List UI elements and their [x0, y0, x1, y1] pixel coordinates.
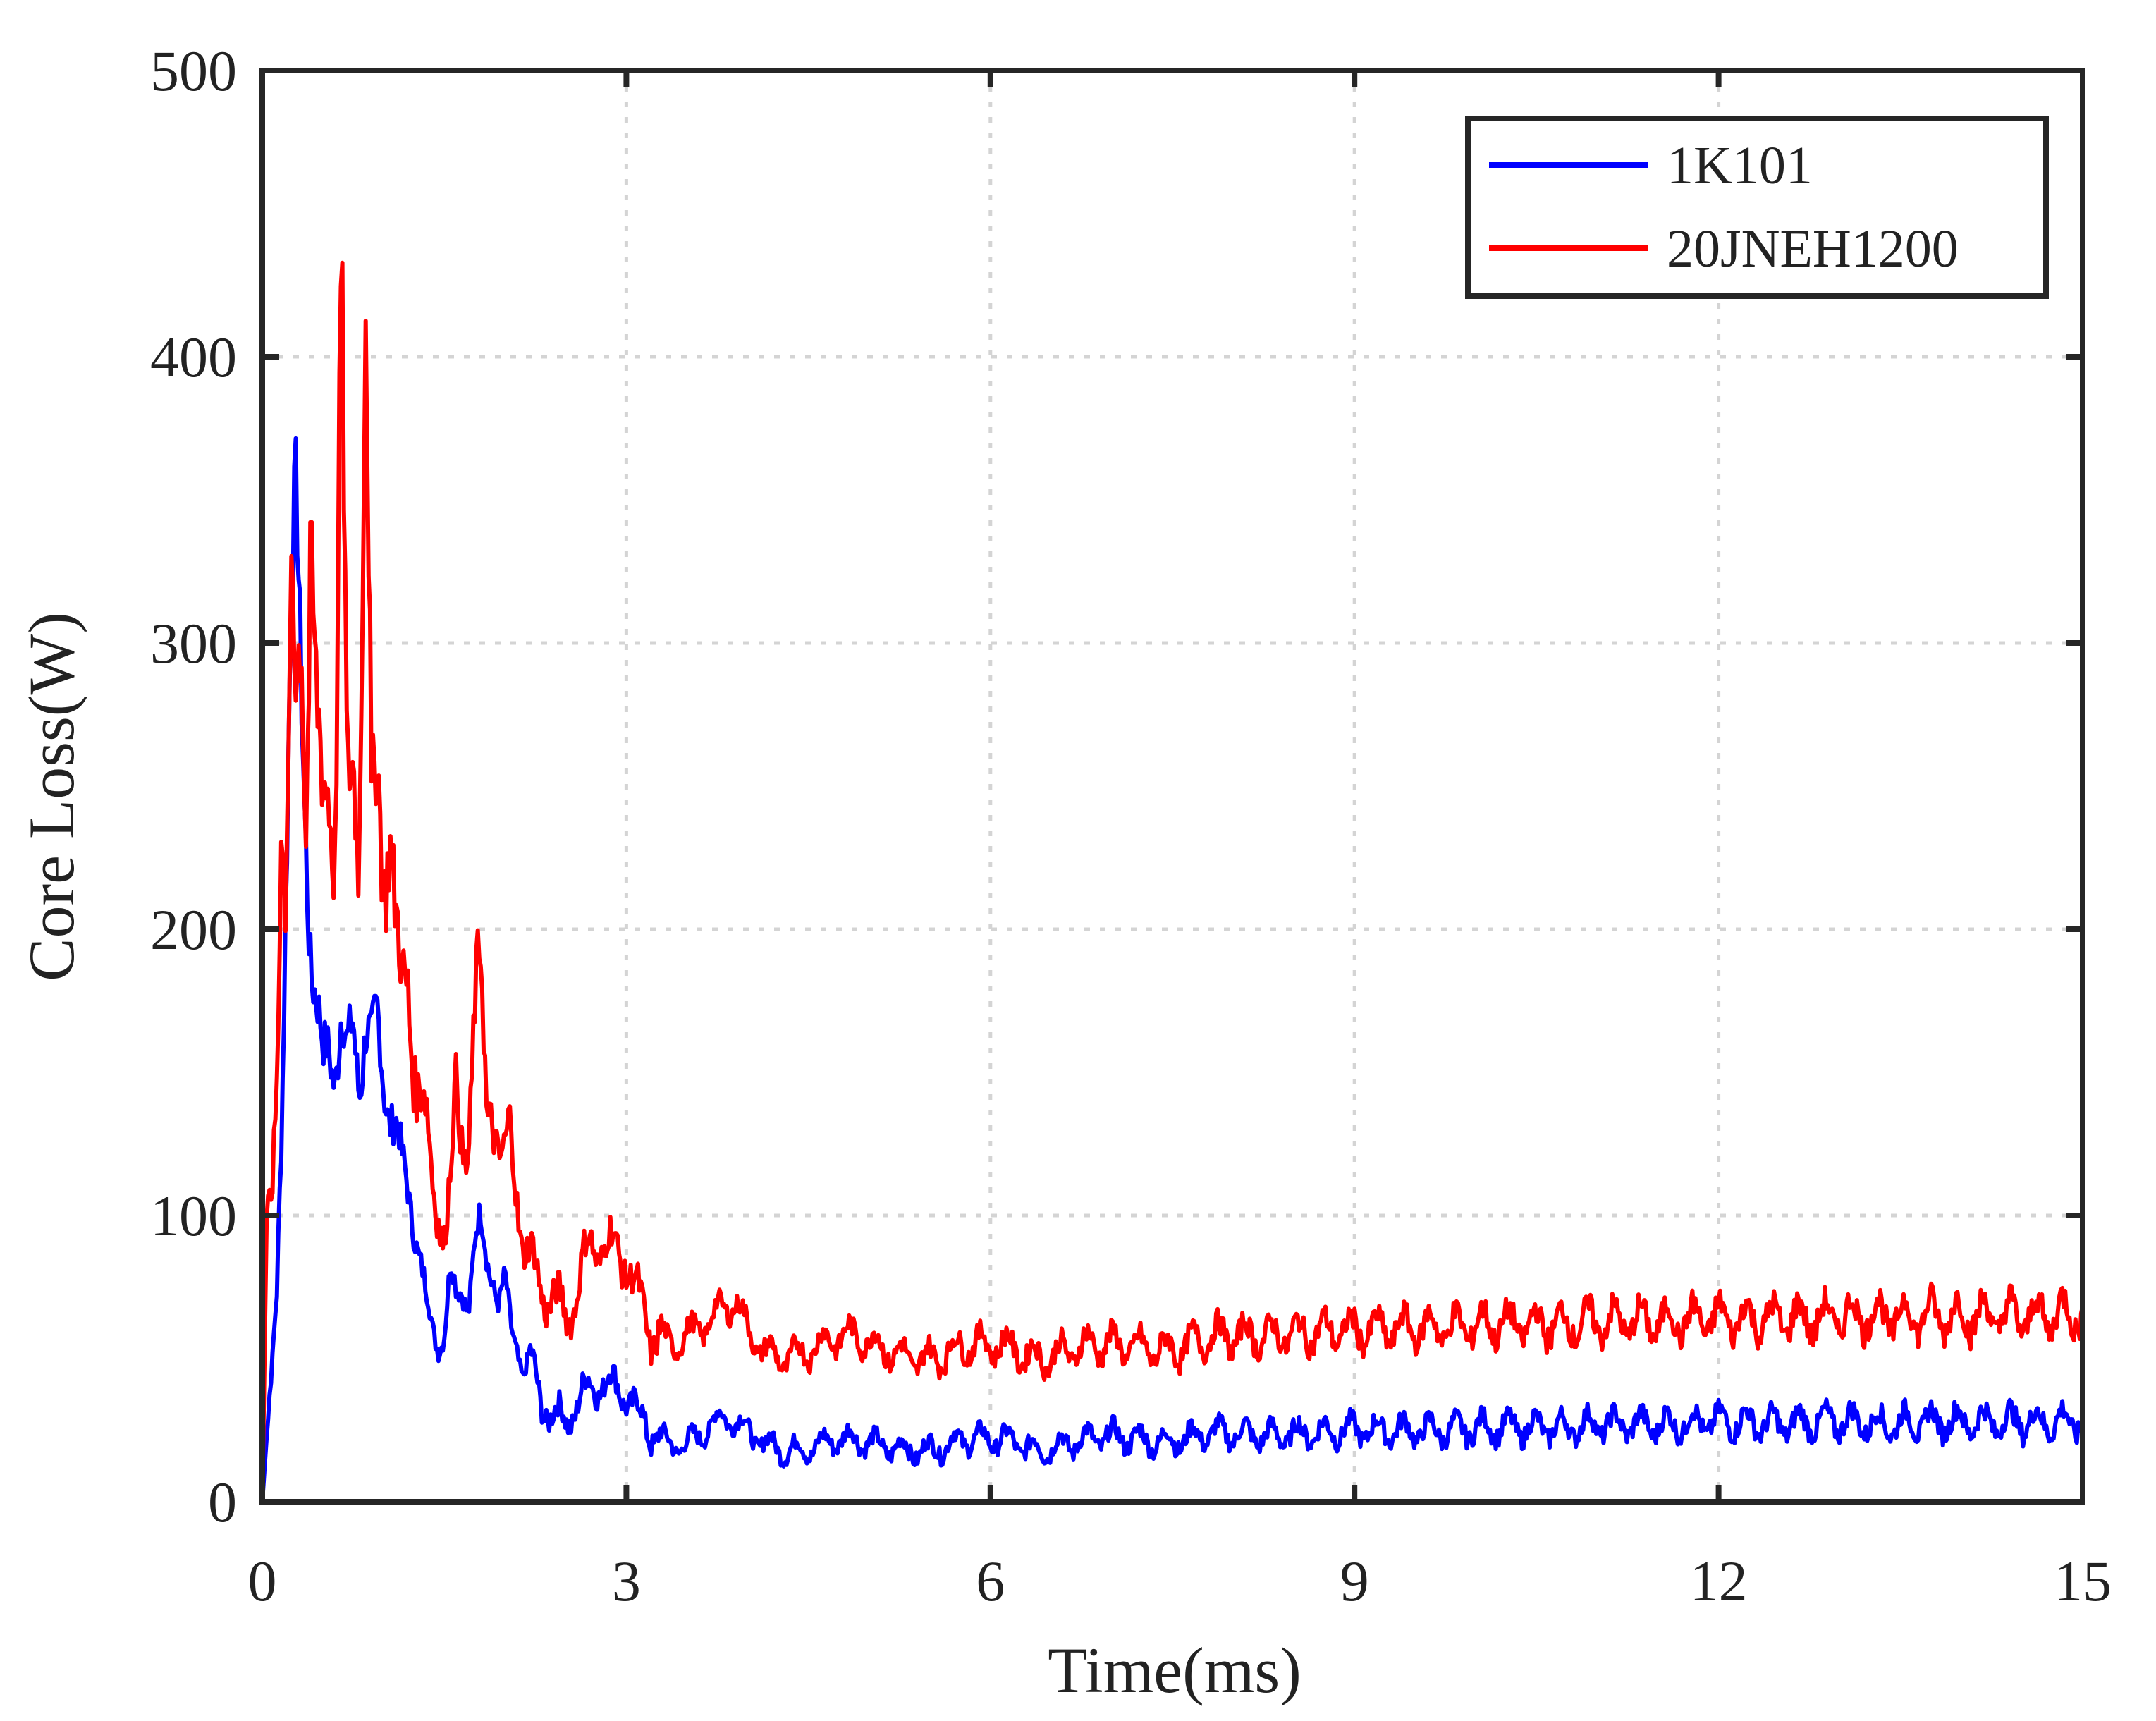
legend-label-20jneh1200: 20JNEH1200 [1667, 219, 1959, 278]
y-tick-label-300: 300 [150, 611, 237, 675]
axes-layer [259, 68, 2085, 1505]
y-tick-label-200: 200 [150, 898, 237, 962]
y-tick-label-400: 400 [150, 325, 237, 389]
x-tick-label-15: 15 [2054, 1549, 2112, 1613]
y-axis-label: Core Loss(W) [16, 612, 87, 981]
legend-box [1465, 116, 2049, 299]
legend-label-1k101: 1K101 [1667, 136, 1813, 195]
tick-label-layer: 0 3 6 9 12 15 0 100 200 300 400 500 [150, 39, 2112, 1613]
legend: 1K101 20JNEH1200 [1465, 116, 2049, 299]
x-tick-label-3: 3 [612, 1549, 641, 1613]
x-tick-label-6: 6 [976, 1549, 1005, 1613]
y-tick-label-100: 100 [150, 1184, 237, 1248]
grid-layer [262, 71, 2083, 1502]
x-tick-label-0: 0 [248, 1549, 277, 1613]
x-tick-label-12: 12 [1690, 1549, 1748, 1613]
x-tick-label-9: 9 [1340, 1549, 1369, 1613]
y-tick-label-500: 500 [150, 39, 237, 103]
series-line-1k101 [260, 436, 2085, 1502]
y-tick-label-0: 0 [208, 1470, 237, 1534]
series-layer [260, 260, 2085, 1502]
x-axis-label: Time(ms) [1048, 1634, 1301, 1706]
axes-frame [259, 68, 2085, 1505]
series-line-20jneh1200 [260, 260, 2085, 1502]
